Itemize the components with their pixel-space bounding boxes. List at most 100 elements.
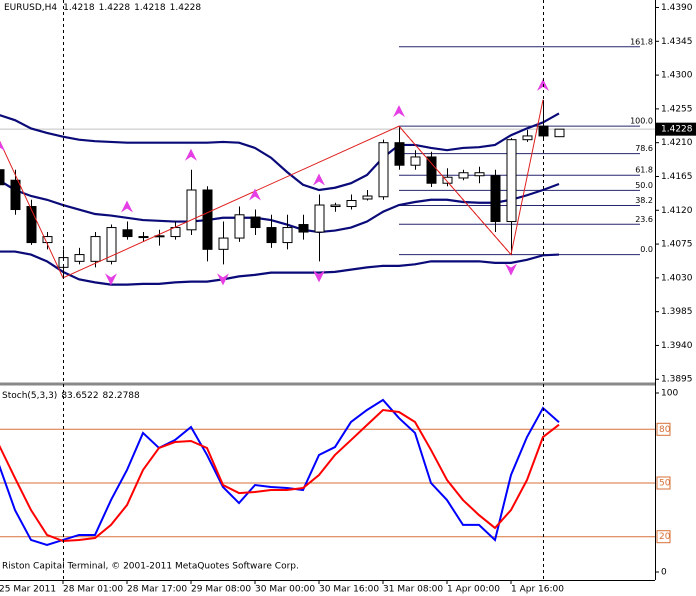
candle-body <box>186 189 197 231</box>
candle-body <box>554 128 565 138</box>
y-tick-label: 100 <box>661 389 678 399</box>
fib-label: 38.2 <box>635 196 653 205</box>
candle-body <box>234 214 245 239</box>
y-tick-label: 1.3985 <box>661 307 693 317</box>
candle-body <box>314 204 325 233</box>
low-value: 1.4218 <box>134 3 166 13</box>
fib-label: 161.8 <box>630 37 653 46</box>
price-tag-label: 1.4228 <box>661 125 693 135</box>
candle-body <box>426 156 437 184</box>
close-value: 1.4228 <box>170 3 202 13</box>
candle-body <box>490 175 501 223</box>
x-tick-label: 25 Mar 2011 <box>0 585 56 595</box>
candle-body <box>90 236 101 262</box>
y-tick-label: 0 <box>661 568 667 578</box>
zigzag <box>0 99 544 279</box>
fractal-up <box>121 200 133 213</box>
copyright: Riston Capital Terminal, © 2001-2011 Met… <box>2 562 299 572</box>
candle-body <box>298 224 309 233</box>
candle-body <box>282 227 293 244</box>
symbol: EURUSD,H4 <box>4 3 57 13</box>
candle-body <box>474 172 485 177</box>
chart-header: EURUSD,H4 1.4218 1.4228 1.4218 1.4228 <box>4 3 201 13</box>
fib-label: 100.0 <box>630 117 653 126</box>
candle-body <box>26 206 37 244</box>
y-tick-label: 1.4165 <box>661 172 693 182</box>
y-tick-label: 1.4345 <box>661 37 693 47</box>
x-tick-label: 1 Apr 00:00 <box>447 585 500 595</box>
y-tick-label: 1.4075 <box>661 240 693 250</box>
candle-body <box>218 237 229 250</box>
y-tick-label: 1.4210 <box>661 138 693 148</box>
x-tick-label: 31 Mar 08:00 <box>383 585 443 595</box>
fractal-up <box>0 140 5 151</box>
level-label: 80 <box>659 425 671 435</box>
signal-value: 82.2788 <box>103 391 140 401</box>
candle-body <box>42 236 53 244</box>
y-tick-label: 1.4120 <box>661 206 693 216</box>
x-tick-label: 1 Apr 16:00 <box>511 585 564 595</box>
fractal-up <box>393 105 405 118</box>
band-upper <box>0 112 560 192</box>
band-lower <box>0 250 560 286</box>
x-tick-label: 30 Mar 00:00 <box>255 585 315 595</box>
x-tick-label: 28 Mar 01:00 <box>63 585 123 595</box>
level-label: 50 <box>659 479 671 489</box>
x-tick-label: 30 Mar 16:00 <box>319 585 379 595</box>
main-value: 83.6522 <box>61 391 98 401</box>
indicator-name: Stoch(5,3,3) <box>2 391 57 401</box>
fractal-down <box>217 273 229 286</box>
y-tick-label: 1.3895 <box>661 375 693 385</box>
candle-body <box>506 139 517 223</box>
y-tick-label: 1.4255 <box>661 104 693 114</box>
candle-body <box>458 172 469 179</box>
fractal-down <box>505 263 517 276</box>
x-tick-label: 28 Mar 17:00 <box>127 585 187 595</box>
price-panel: 161.8 100.0 78.6 61.8 50.0 38.2 23.6 0.0 <box>0 37 655 286</box>
candle-body <box>10 179 21 211</box>
y-tick-label: 1.4390 <box>661 3 693 13</box>
high-value: 1.4228 <box>99 3 131 13</box>
candle-body <box>266 227 277 244</box>
candle-body <box>250 216 261 229</box>
candle-body <box>138 236 149 239</box>
candle-body <box>58 257 69 268</box>
candle-body <box>362 195 373 200</box>
open-value: 1.4218 <box>63 3 95 13</box>
candle-body <box>442 176 453 184</box>
y-tick-label: 1.4300 <box>661 71 693 81</box>
level-tag <box>656 530 671 544</box>
fib-label: 50.0 <box>635 181 653 190</box>
y-tick-label: 1.4030 <box>661 273 693 283</box>
level-tag <box>656 476 671 490</box>
indicator-header: Stoch(5,3,3) 83.6522 82.2788 <box>2 391 140 401</box>
candle-body <box>378 142 389 198</box>
fractal-down <box>105 273 117 286</box>
candle-body <box>394 142 405 166</box>
candle-body <box>346 200 357 208</box>
stochastic-panel <box>0 398 655 547</box>
fib-label: 61.8 <box>635 166 653 175</box>
candle-body <box>0 169 5 186</box>
level-label: 20 <box>659 532 671 542</box>
candle-body <box>106 227 117 262</box>
x-tick-label: 29 Mar 08:00 <box>191 585 251 595</box>
candle-body <box>410 156 421 166</box>
stoch-line <box>0 408 560 543</box>
fractal-up <box>249 188 261 201</box>
candle-body <box>330 204 341 208</box>
y-tick-label: 1.3940 <box>661 341 693 351</box>
candle-body <box>522 135 533 141</box>
fractal-down <box>313 270 325 283</box>
fractal-up <box>313 173 325 186</box>
fib-label: 78.6 <box>635 144 653 153</box>
candle-body <box>202 189 213 250</box>
candle-body <box>74 254 85 262</box>
stoch-line <box>0 398 560 547</box>
fib-label: 0.0 <box>640 245 653 254</box>
candle-body <box>122 229 133 238</box>
